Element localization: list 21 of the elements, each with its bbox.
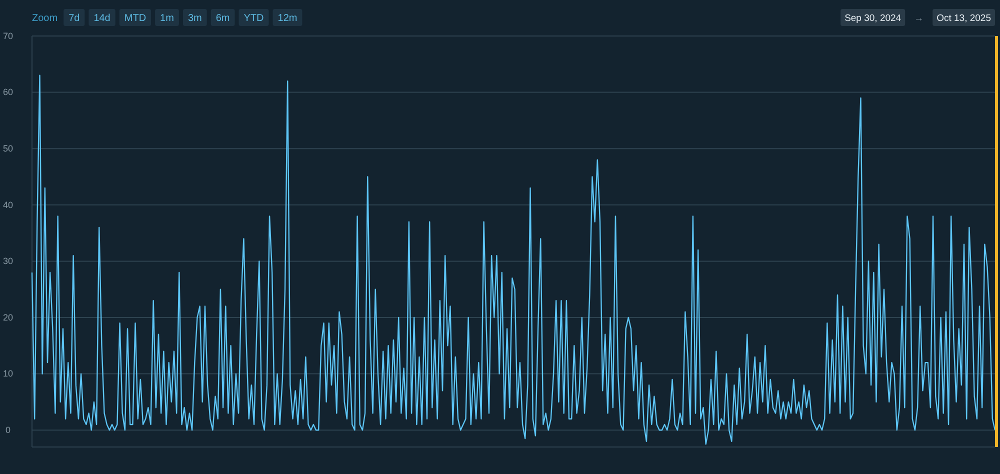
text: 6m	[216, 13, 230, 24]
y-tick-label: 50	[2, 143, 14, 154]
y-tick-label: 30	[2, 256, 14, 266]
y-tick-label: 10	[2, 368, 14, 379]
text: MTD	[124, 13, 146, 24]
y-tick-label: 60	[2, 87, 14, 98]
y-tick-label: 0	[5, 424, 11, 435]
text: YTD	[244, 13, 264, 24]
y-tick-label: 70	[2, 30, 14, 41]
y-tick-label: 40	[2, 200, 14, 210]
text: 14d	[94, 13, 110, 24]
text: Sep 30, 2024	[844, 13, 902, 24]
y-tick-label: 20	[2, 312, 14, 322]
text: Zoom	[32, 13, 58, 24]
text: Oct 13, 2025	[936, 13, 991, 24]
text: 1m	[160, 13, 174, 24]
text: 7d	[68, 13, 80, 24]
line-series	[31, 74, 996, 445]
text: 12m	[278, 13, 298, 24]
text: 3m	[188, 13, 202, 24]
text: →	[914, 13, 924, 24]
